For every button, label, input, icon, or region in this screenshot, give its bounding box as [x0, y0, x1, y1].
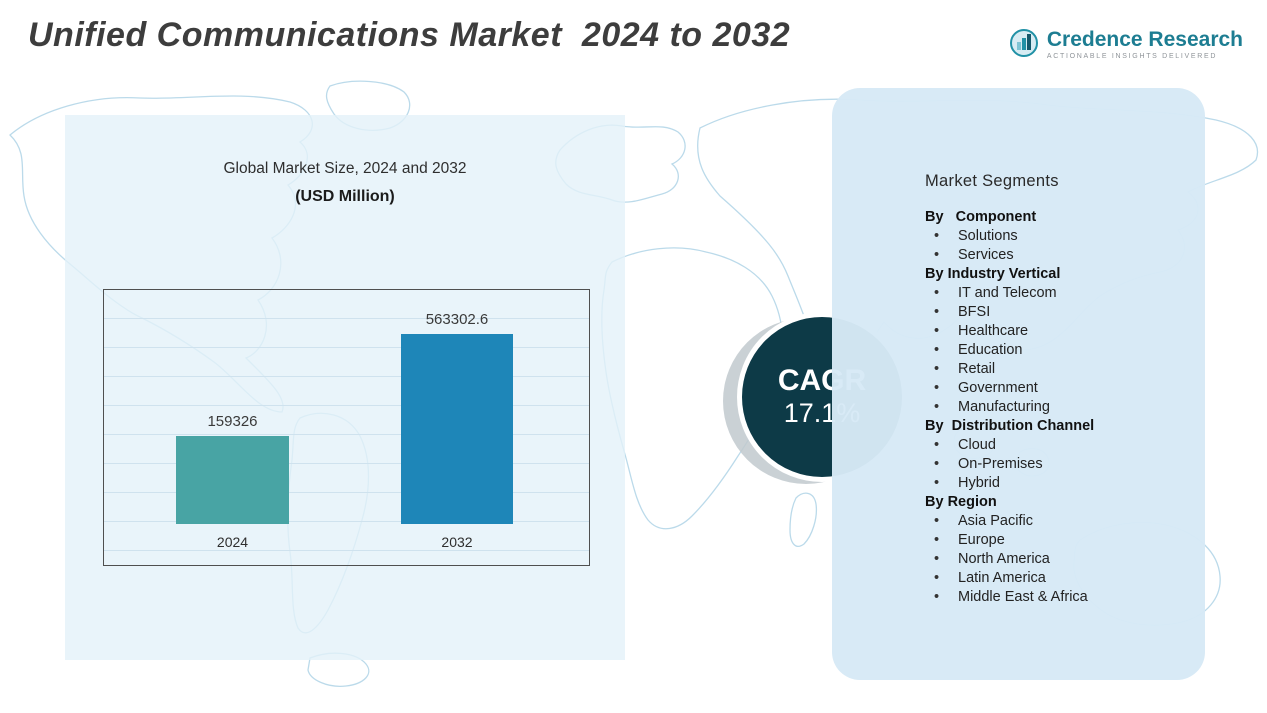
segment-group-title: By Distribution Channel — [925, 418, 1095, 434]
bullet-icon: • — [934, 361, 940, 377]
segment-item-label: Government — [958, 380, 1038, 396]
segment-item-label: Solutions — [958, 228, 1018, 244]
bar-2032 — [401, 334, 513, 524]
bar-value-label: 159326 — [207, 413, 258, 430]
bullet-icon: • — [934, 285, 940, 301]
segment-item-label: North America — [958, 551, 1050, 567]
segment-item-label: Healthcare — [958, 323, 1029, 339]
bar-chart: 159326 2024 563302.6 2032 — [103, 289, 590, 566]
segment-item-label: Asia Pacific — [958, 513, 1033, 529]
segment-item-label: Retail — [958, 361, 996, 377]
bullet-icon: • — [934, 380, 940, 396]
segment-item-label: BFSI — [958, 304, 991, 320]
segment-group-title: By Component — [925, 209, 1037, 225]
bar-value-label: 563302.6 — [425, 311, 489, 328]
segment-item: • Hybrid — [925, 474, 1190, 493]
segment-item: • Government — [925, 379, 1190, 398]
bar-2024 — [176, 436, 289, 524]
segment-item: • Middle East & Africa — [925, 588, 1190, 607]
segment-item: • Latin America — [925, 569, 1190, 588]
bullet-icon: • — [934, 247, 940, 263]
segment-item: • Manufacturing — [925, 398, 1190, 417]
segment-item-label: On-Premises — [958, 456, 1043, 472]
market-segments-panel: Market Segments By Component • Solutions • S… — [832, 88, 1205, 680]
segment-item-label: Hybrid — [958, 475, 1000, 491]
x-axis-label: 2024 — [216, 534, 249, 550]
bullet-icon: • — [934, 551, 940, 567]
segment-item-label: Manufacturing — [958, 399, 1050, 415]
market-segments-list: By Component • Solutions • Services By Indust… — [925, 208, 1190, 607]
segment-item: • Europe — [925, 531, 1190, 550]
segment-group-title: By Industry Vertical — [925, 266, 1061, 282]
segment-item: • North America — [925, 550, 1190, 569]
segment-item-label: Europe — [958, 532, 1005, 548]
bullet-icon: • — [934, 570, 940, 586]
bullet-icon: • — [934, 323, 940, 339]
segment-item: • Solutions — [925, 227, 1190, 246]
bullet-icon: • — [934, 475, 940, 491]
bullet-icon: • — [934, 399, 940, 415]
logo-tagline: ACTIONABLE INSIGHTS DELIVERED — [1046, 53, 1218, 60]
segment-item: • Asia Pacific — [925, 512, 1190, 531]
chart-title: Global Market Size, 2024 and 2032 — [223, 160, 467, 177]
segment-item-label: IT and Telecom — [958, 285, 1057, 301]
segment-item-label: Latin America — [958, 570, 1046, 586]
segment-group-title: By Region — [925, 494, 997, 510]
market-segments-heading: Market Segments — [925, 172, 1059, 190]
bullet-icon: • — [934, 342, 940, 358]
segment-item: • BFSI — [925, 303, 1190, 322]
segment-item: • Retail — [925, 360, 1190, 379]
credence-research-logo: Credence Research ACTIONABLE INSIGHTS DE… — [1009, 28, 1243, 60]
bullet-icon: • — [934, 532, 940, 548]
segment-item-label: Middle East & Africa — [958, 589, 1088, 605]
logo-name: Credence Research — [1046, 28, 1243, 51]
logo-text: Credence Research ACTIONABLE INSIGHTS DE… — [1047, 28, 1243, 60]
bullet-icon: • — [934, 304, 940, 320]
segment-item: • Services — [925, 246, 1190, 265]
bullet-icon: • — [934, 513, 940, 529]
bullet-icon: • — [934, 456, 940, 472]
segment-item-label: Cloud — [958, 437, 996, 453]
segment-item-label: Services — [958, 247, 1014, 263]
segment-item: • Healthcare — [925, 322, 1190, 341]
bullet-icon: • — [934, 589, 940, 605]
segment-item: • Cloud — [925, 436, 1190, 455]
segment-item-label: Education — [958, 342, 1023, 358]
segment-item: • On-Premises — [925, 455, 1190, 474]
chart-subtitle: (USD Million) — [295, 188, 395, 205]
page-title: Unified Communications Market 2024 to 20… — [28, 16, 791, 54]
bullet-icon: • — [934, 228, 940, 244]
logo-chart-icon — [1009, 29, 1038, 57]
bullet-icon: • — [934, 437, 940, 453]
x-axis-label: 2032 — [441, 534, 473, 550]
segment-item: • IT and Telecom — [925, 284, 1190, 303]
segment-item: • Education — [925, 341, 1190, 360]
